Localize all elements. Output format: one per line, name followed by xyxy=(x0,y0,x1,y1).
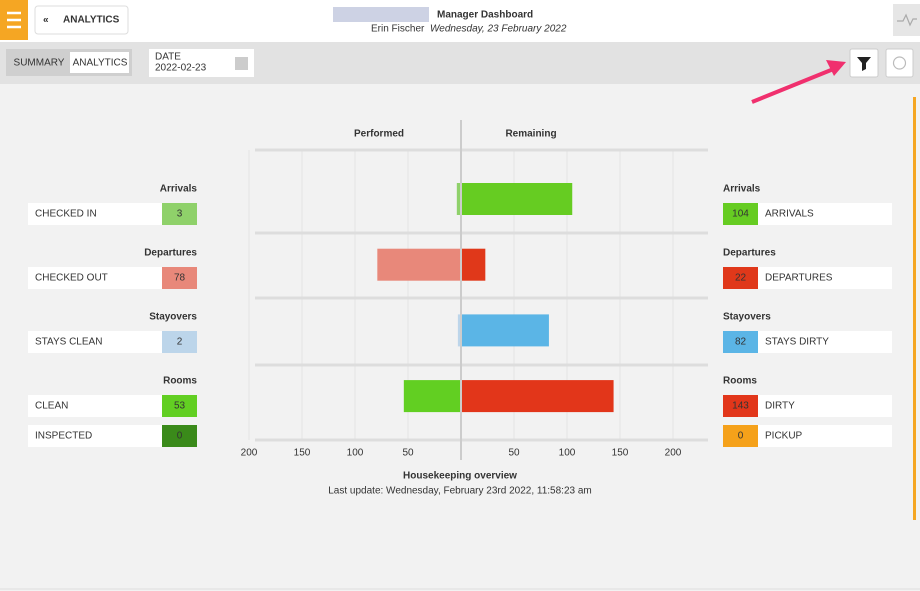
filter-icon xyxy=(857,57,871,71)
refresh-icon xyxy=(892,56,907,70)
stat-label: CLEAN xyxy=(35,401,68,412)
x-tick-label: 150 xyxy=(612,448,629,459)
stat-value-box xyxy=(162,203,197,225)
header-bar xyxy=(0,0,920,42)
stat-value: 0 xyxy=(738,431,744,442)
stat-label: CHECKED IN xyxy=(35,209,97,220)
side-title: Performed xyxy=(354,129,404,140)
stat-value-box xyxy=(162,425,197,447)
date-value: 2022-02-23 xyxy=(155,63,207,74)
stat-value: 143 xyxy=(732,401,749,412)
activity-button[interactable] xyxy=(893,4,920,36)
stat-label: STAYS CLEAN xyxy=(35,337,102,348)
stat-row xyxy=(723,395,892,417)
stat-value: 2 xyxy=(177,337,183,348)
stat-value-box xyxy=(723,395,758,417)
page-title: Manager Dashboard xyxy=(437,10,533,21)
stat-value-box xyxy=(723,425,758,447)
x-tick-label: 150 xyxy=(294,448,311,459)
stat-label: CHECKED OUT xyxy=(35,273,108,284)
stat-label: ARRIVALS xyxy=(765,209,814,220)
stat-value: 104 xyxy=(732,209,749,220)
group-heading: Stayovers xyxy=(149,312,197,323)
tab-active-bg xyxy=(70,52,129,73)
chart-title: Housekeeping overview xyxy=(403,471,517,482)
stat-row xyxy=(723,203,892,225)
stat-label: PICKUP xyxy=(765,431,803,442)
group-heading: Departures xyxy=(144,248,197,259)
stat-value-box xyxy=(723,203,758,225)
stat-value: 82 xyxy=(735,337,747,348)
blurred-name xyxy=(333,7,429,22)
chart-subtitle: Last update: Wednesday, February 23rd 20… xyxy=(328,486,592,497)
stat-row xyxy=(28,425,197,447)
bar xyxy=(462,248,486,281)
toolbar xyxy=(0,42,920,84)
x-tick-label: 200 xyxy=(241,448,258,459)
x-tick-label: 200 xyxy=(665,448,682,459)
scrollbar xyxy=(913,97,916,520)
date-label: DATE xyxy=(155,52,181,63)
menu-icon xyxy=(7,11,21,29)
stat-row xyxy=(723,331,892,353)
bar xyxy=(462,314,549,347)
back-icon: « xyxy=(43,15,49,26)
stat-row xyxy=(28,331,197,353)
stat-row xyxy=(28,203,197,225)
stat-label: DIRTY xyxy=(765,401,795,412)
bar xyxy=(377,248,460,281)
bar xyxy=(462,380,614,413)
group-heading: Arrivals xyxy=(160,184,198,195)
activity-icon xyxy=(897,13,917,27)
stat-value: 0 xyxy=(177,431,183,442)
stat-value-box xyxy=(723,267,758,289)
group-heading: Rooms xyxy=(723,376,757,387)
annotation-arrow xyxy=(751,66,837,104)
group-heading: Stayovers xyxy=(723,312,771,323)
x-tick-label: 50 xyxy=(402,448,414,459)
stat-value: 78 xyxy=(174,273,186,284)
stat-row xyxy=(723,425,892,447)
tab-analytics[interactable]: ANALYTICS xyxy=(73,58,128,69)
bar xyxy=(462,183,573,215)
side-title: Remaining xyxy=(505,129,556,140)
bar xyxy=(403,380,460,413)
calendar-icon xyxy=(235,57,248,70)
bar xyxy=(456,183,460,215)
stat-value: 53 xyxy=(174,401,186,412)
stat-value-box xyxy=(162,331,197,353)
annotation-arrowhead xyxy=(826,60,846,76)
stat-row xyxy=(28,395,197,417)
stat-value-box xyxy=(723,331,758,353)
stat-value-box xyxy=(162,267,197,289)
stat-label: STAYS DIRTY xyxy=(765,337,829,348)
stat-label: DEPARTURES xyxy=(765,273,833,284)
stat-row xyxy=(28,267,197,289)
group-heading: Rooms xyxy=(163,376,197,387)
x-tick-label: 100 xyxy=(347,448,364,459)
header-date: Wednesday, 23 February 2022 xyxy=(430,24,567,35)
back-label: ANALYTICS xyxy=(63,15,120,26)
back-button[interactable] xyxy=(34,5,129,35)
refresh-button[interactable] xyxy=(885,48,914,78)
group-heading: Departures xyxy=(723,248,776,259)
stat-value-box xyxy=(162,395,197,417)
stat-value: 3 xyxy=(177,209,183,220)
stat-row xyxy=(723,267,892,289)
tab-summary[interactable]: SUMMARY xyxy=(14,58,65,69)
x-tick-label: 50 xyxy=(508,448,520,459)
group-heading: Arrivals xyxy=(723,184,761,195)
bar xyxy=(457,314,460,347)
stat-value: 22 xyxy=(735,273,747,284)
user-name: Erin Fischer xyxy=(371,24,425,35)
stat-label: INSPECTED xyxy=(35,431,92,442)
x-tick-label: 100 xyxy=(559,448,576,459)
